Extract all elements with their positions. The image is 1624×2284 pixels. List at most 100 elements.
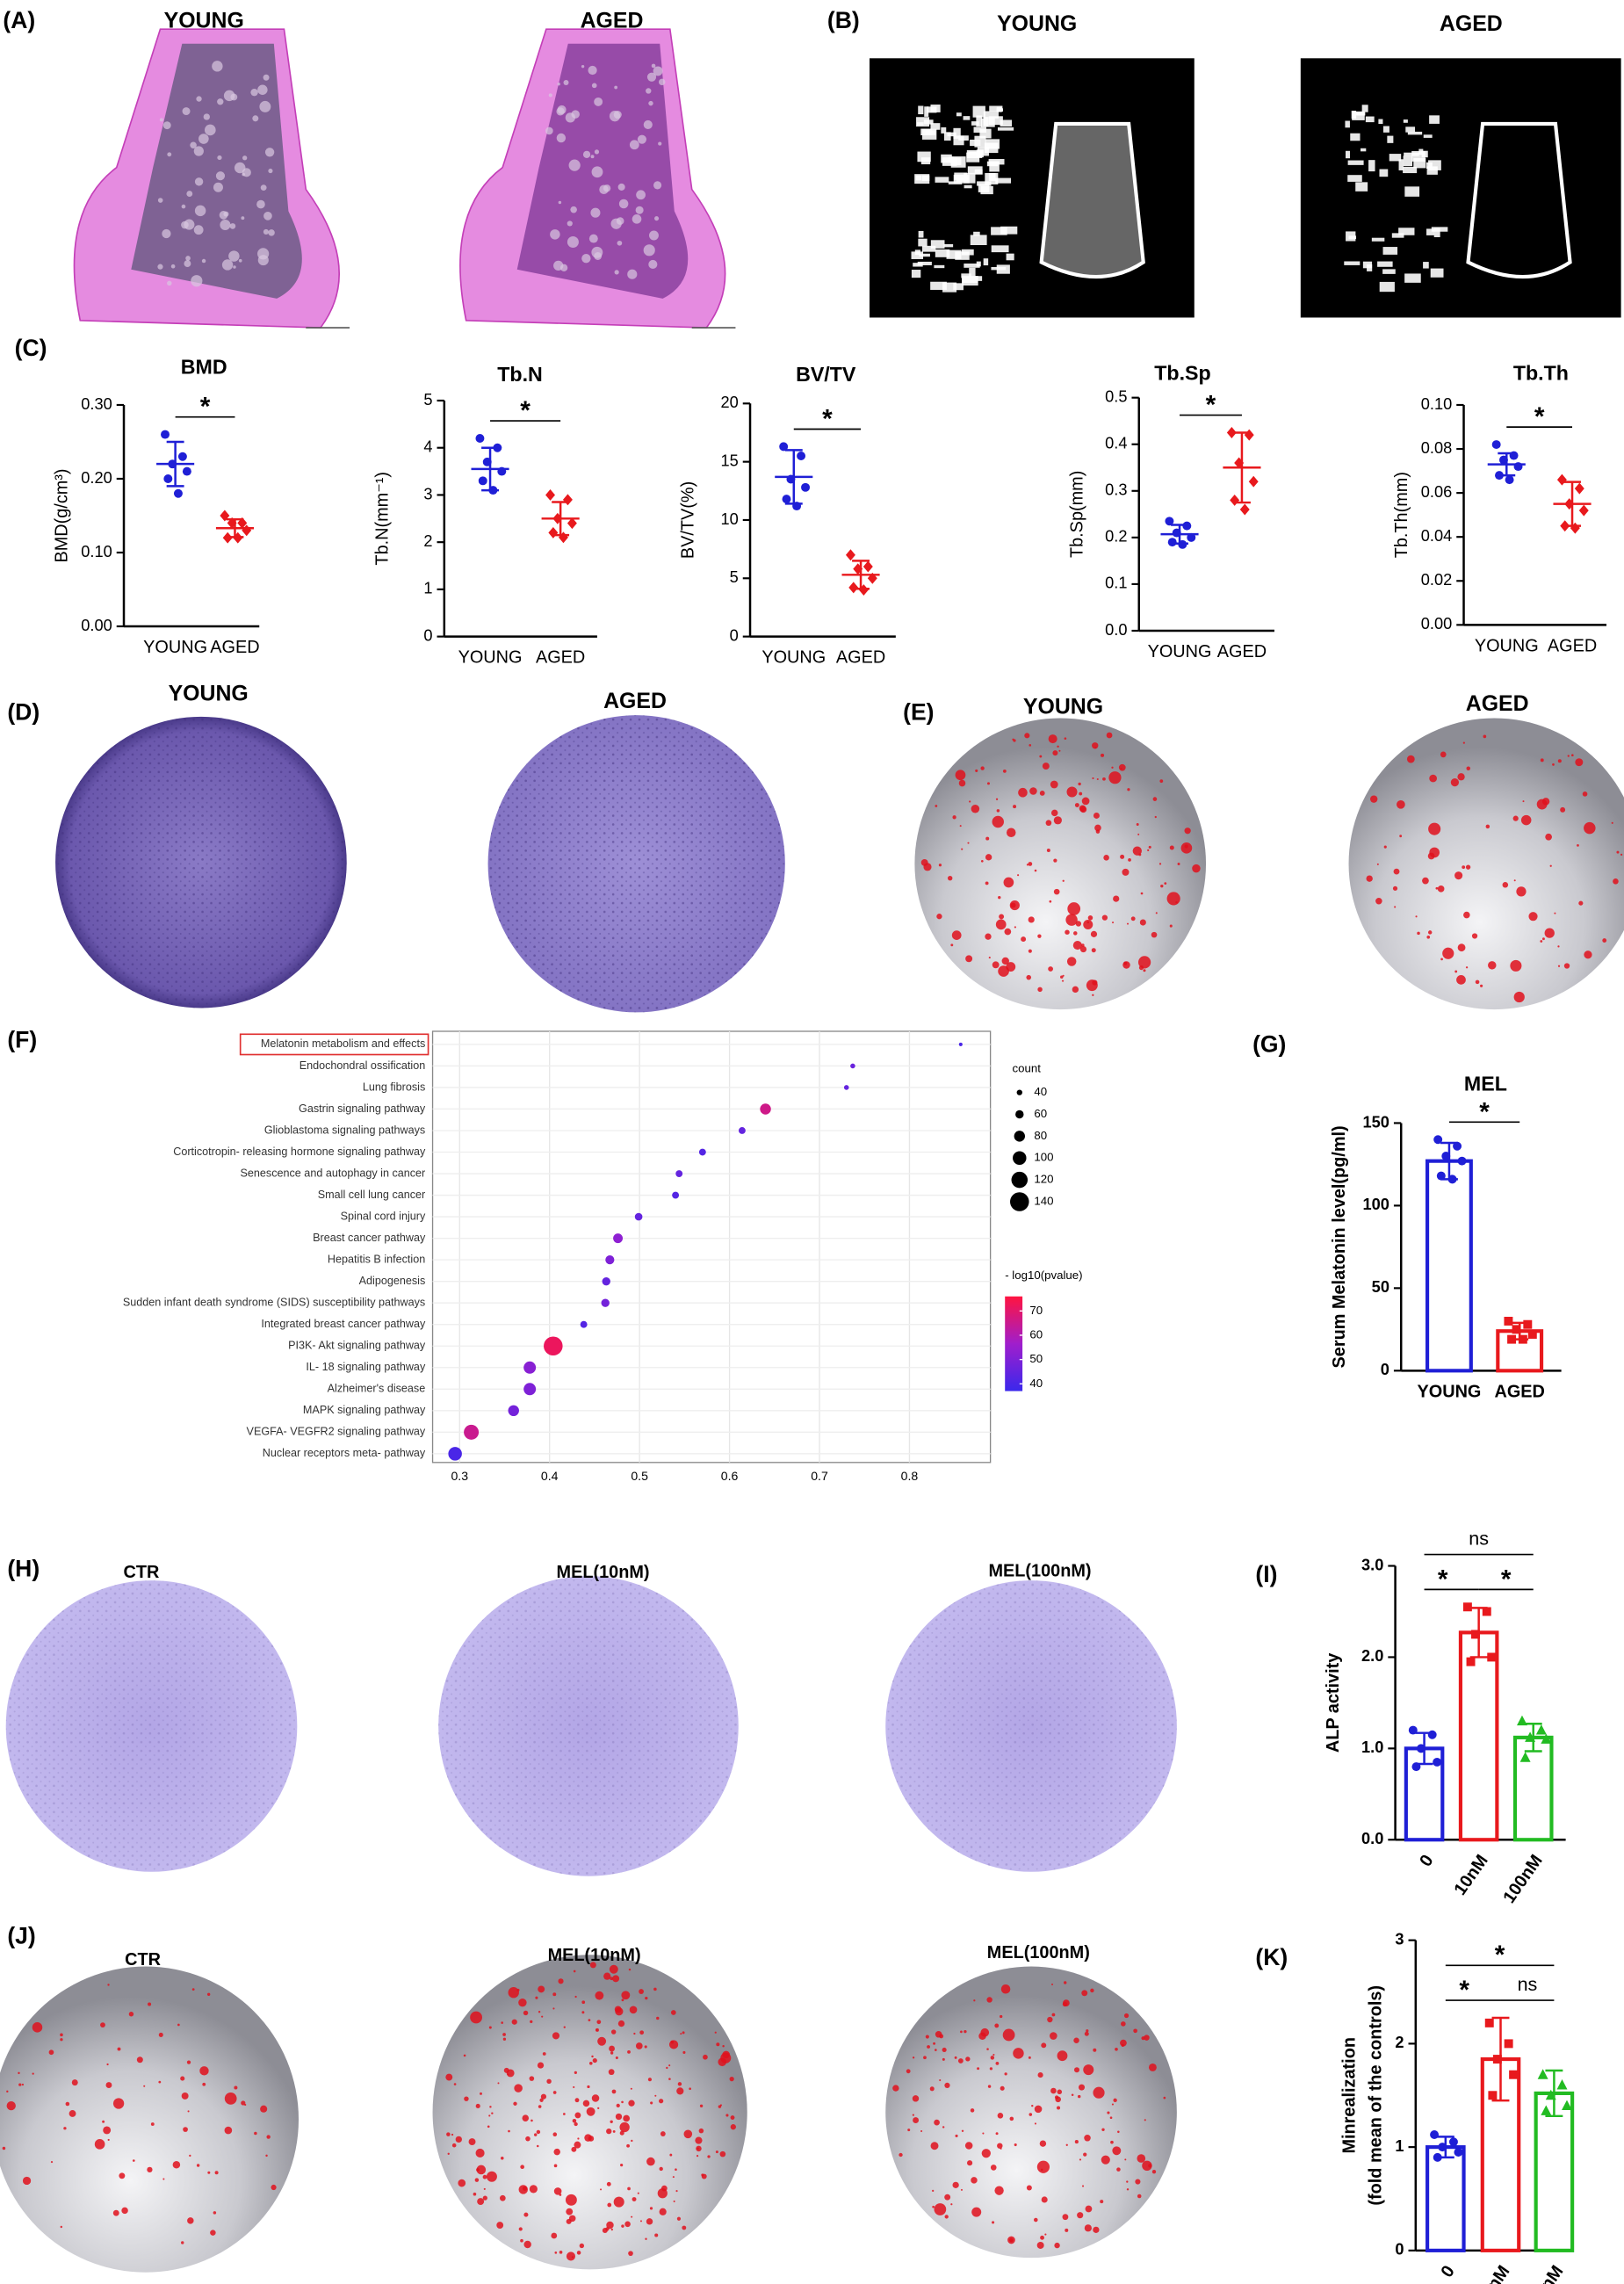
- mineral-nodule: [1084, 2224, 1092, 2232]
- mineral-nodule: [1440, 958, 1443, 961]
- mineral-nodule: [1112, 2146, 1122, 2156]
- data-point: [482, 457, 492, 466]
- mineral-nodule: [474, 2178, 480, 2182]
- mineral-nodule: [518, 2185, 528, 2194]
- mineral-nodule: [187, 2217, 194, 2224]
- mineral-nodule: [1457, 773, 1465, 781]
- data-point: [786, 474, 796, 484]
- image-label: MEL(100nM): [988, 1561, 1091, 1580]
- ct-trabecula: [988, 159, 1005, 165]
- legend-title: count: [1012, 1062, 1041, 1075]
- y-tick-label: 1.0: [1361, 1738, 1383, 1756]
- y-tick-label: Spinal cord injury: [341, 1210, 426, 1222]
- data-point: [1433, 1757, 1442, 1767]
- mineral-nodule: [1560, 806, 1566, 813]
- data-point: [1578, 504, 1589, 517]
- legend-label: 60: [1034, 1107, 1047, 1120]
- y-tick-label: 0.0: [1105, 620, 1127, 639]
- ct-trabecula: [1351, 110, 1357, 119]
- mineral-nodule: [1067, 902, 1081, 915]
- mineral-nodule: [1584, 950, 1592, 959]
- mineral-nodule: [982, 2132, 985, 2135]
- mineral-nodule: [475, 2103, 480, 2109]
- data-point: [478, 476, 487, 486]
- trabecula: [581, 253, 591, 264]
- mineral-nodule: [48, 2049, 54, 2056]
- mineral-nodule: [1137, 2194, 1142, 2199]
- mineral-nodule: [990, 2165, 997, 2171]
- x-tick-label: AGED: [210, 638, 259, 657]
- bubble: [843, 1085, 849, 1090]
- ct-trabecula: [983, 258, 989, 266]
- mineral-nodule: [1465, 864, 1471, 870]
- ct-trabecula: [983, 111, 999, 119]
- legend-label: 120: [1034, 1173, 1053, 1186]
- mineral-nodule: [992, 2221, 995, 2224]
- trabecula: [223, 211, 229, 217]
- mineral-nodule: [581, 2000, 586, 2005]
- mineral-nodule: [507, 2073, 509, 2076]
- mineral-nodule: [675, 2190, 678, 2193]
- trabecula: [550, 229, 560, 240]
- data-point: [1178, 539, 1187, 549]
- mineral-nodule: [669, 2153, 673, 2157]
- trabecula: [259, 100, 271, 112]
- data-point: [1466, 1657, 1476, 1666]
- mineral-nodule: [935, 2049, 937, 2051]
- mineral-nodule: [1065, 2143, 1068, 2146]
- chart-title: Tb.Sp: [1154, 361, 1210, 384]
- ct-trabecula: [968, 151, 978, 155]
- mineral-nodule: [981, 2149, 991, 2158]
- trabecula: [591, 166, 603, 178]
- mineral-nodule: [1037, 2072, 1043, 2078]
- trabecula: [186, 191, 193, 197]
- mineral-nodule: [992, 961, 1000, 969]
- mineral-nodule: [1057, 2106, 1061, 2110]
- mineral-nodule: [1065, 914, 1078, 926]
- mineral-nodule: [932, 2189, 935, 2193]
- mineral-nodule: [1054, 2242, 1060, 2249]
- stained-plate: [1348, 718, 1624, 1010]
- mineral-nodule: [1096, 777, 1099, 781]
- ct-trabecula: [961, 273, 971, 278]
- mineral-nodule: [595, 2027, 599, 2032]
- x-tick-label: AGED: [1217, 642, 1267, 661]
- data-point: [1165, 517, 1174, 526]
- stained-plate: [885, 1580, 1177, 1872]
- ct-trabecula: [923, 119, 934, 125]
- y-tick-label: 5: [423, 390, 432, 408]
- data-point: [1570, 522, 1580, 534]
- mineral-nodule: [1462, 865, 1466, 870]
- ct-trabecula: [976, 115, 982, 127]
- mineral-nodule: [1083, 2152, 1087, 2157]
- mineral-nodule: [1063, 1999, 1070, 2006]
- chart-title: Tb.N: [497, 363, 543, 386]
- y-tick-label: 1: [423, 579, 432, 597]
- mineral-nodule: [942, 2057, 945, 2061]
- mineral-nodule: [480, 2092, 482, 2095]
- mineral-nodule: [552, 1992, 557, 1997]
- mineral-nodule: [451, 2143, 457, 2148]
- data-point: [1447, 1175, 1457, 1184]
- trabecula: [582, 150, 591, 158]
- data-point: [1505, 475, 1514, 485]
- mineral-nodule: [954, 2056, 957, 2059]
- trabecula: [599, 184, 609, 194]
- legend-label: 100: [1034, 1151, 1053, 1164]
- mineral-nodule: [715, 2150, 718, 2154]
- mineral-nodule: [1094, 747, 1097, 749]
- ct-trabecula: [964, 263, 980, 268]
- image-label: MEL(10nM): [548, 1946, 641, 1965]
- mineral-nodule: [1081, 1990, 1088, 1997]
- mineral-nodule: [1062, 2214, 1069, 2221]
- data-point: [801, 482, 811, 492]
- y-tick-label: 0: [423, 625, 432, 644]
- y-tick-label: 0.00: [81, 616, 112, 634]
- mineral-nodule: [501, 2157, 504, 2160]
- mineral-nodule: [1442, 947, 1454, 959]
- mineral-nodule: [518, 2227, 523, 2231]
- mineral-nodule: [576, 2251, 581, 2255]
- mineral-nodule: [1454, 970, 1458, 973]
- mineral-nodule: [553, 2187, 562, 2195]
- trabecula: [185, 256, 191, 261]
